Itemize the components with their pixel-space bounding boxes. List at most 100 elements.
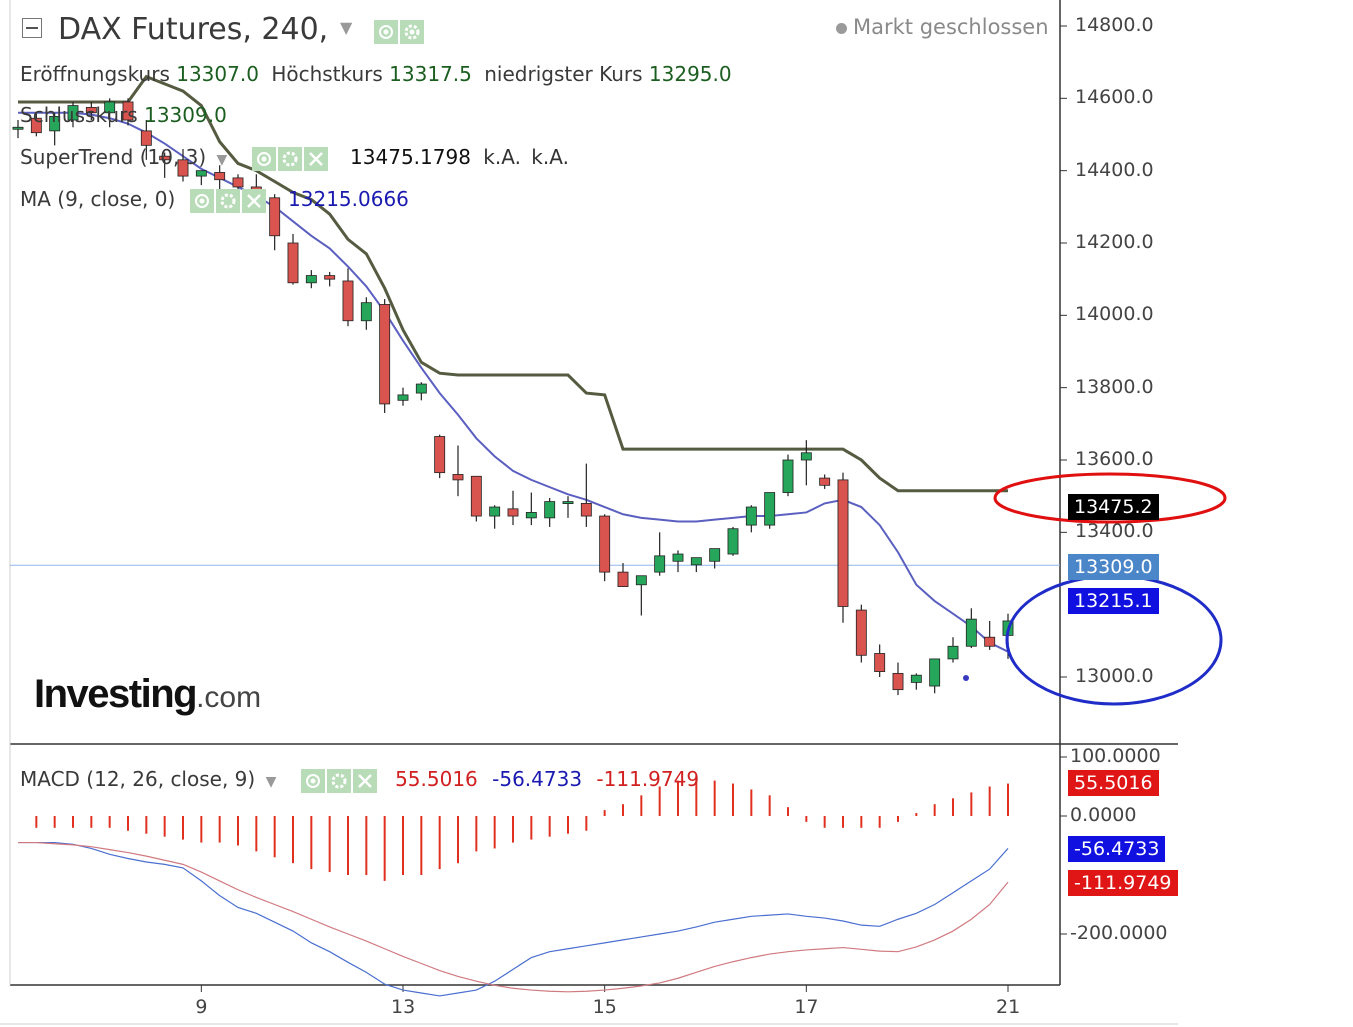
- high-label: Höchstkurs: [271, 62, 383, 86]
- candle-body: [672, 553, 684, 562]
- candle-body: [599, 515, 611, 573]
- supertrend-close-icon[interactable]: [303, 146, 328, 171]
- candle: [415, 382, 427, 401]
- low-label: niedrigster Kurs: [484, 62, 643, 86]
- candle-body: [929, 658, 941, 687]
- logo-suffix: .com: [196, 681, 262, 714]
- macd-eye-icon[interactable]: [300, 768, 325, 793]
- candle-body: [122, 101, 134, 121]
- candle-body: [690, 557, 702, 566]
- price-tick-label: 14000.0: [1075, 303, 1154, 326]
- candle-body: [214, 172, 226, 181]
- candle-body: [360, 302, 372, 322]
- high-value: 13317.5: [389, 62, 472, 86]
- candle-body: [727, 528, 739, 555]
- candle-body: [507, 508, 519, 517]
- price-tick-label: 14200.0: [1075, 231, 1154, 253]
- candle-body: [580, 502, 592, 517]
- candle: [12, 120, 24, 139]
- candle: [855, 604, 867, 663]
- candle-body: [67, 105, 79, 121]
- candle-body: [397, 394, 409, 401]
- ma-gear-icon[interactable]: [215, 188, 240, 213]
- macd-close-icon[interactable]: [352, 768, 377, 793]
- price-tick-label: 14400.0: [1075, 158, 1154, 181]
- macd-chevron-down-icon[interactable]: ▼: [265, 774, 277, 790]
- open-label: Eröffnungskurs: [20, 62, 170, 86]
- time-tick-label: 15: [592, 996, 617, 1018]
- candle: [984, 620, 996, 650]
- candle: [544, 497, 556, 527]
- logo-main: Investing: [34, 672, 198, 716]
- candle: [764, 492, 776, 529]
- candle: [195, 170, 207, 186]
- candle: [140, 120, 152, 160]
- candle-body: [892, 672, 904, 691]
- candle-body: [452, 474, 464, 481]
- gear-icon[interactable]: [400, 19, 424, 44]
- candle: [287, 233, 299, 285]
- candle-body: [764, 492, 776, 526]
- candle-body: [305, 275, 317, 284]
- candle-body: [819, 477, 831, 486]
- candle-body: [415, 383, 427, 394]
- time-tick-label: 17: [794, 996, 819, 1018]
- close-label: Schlusskurs: [20, 103, 138, 127]
- candle: [489, 505, 501, 529]
- candle-body: [984, 636, 996, 647]
- candle: [434, 434, 446, 479]
- ohlc-row-1: Eröffnungskurs 13307.0 Höchstkurs 13317.…: [20, 62, 732, 86]
- candle: [177, 148, 189, 182]
- candle-body: [635, 575, 647, 586]
- macd-gear-icon[interactable]: [326, 768, 351, 793]
- chevron-down-icon[interactable]: ▼: [340, 18, 353, 37]
- macd-signal-badge: -111.9749: [1068, 870, 1178, 896]
- time-tick-label: 13: [391, 996, 416, 1018]
- low-value: 13295.0: [648, 62, 732, 86]
- ma-close-icon[interactable]: [241, 188, 266, 213]
- marker-dot: [963, 675, 969, 681]
- macd-hist-badge: 55.5016: [1068, 770, 1159, 796]
- candle-body: [434, 436, 446, 474]
- candle-body: [709, 548, 721, 562]
- supertrend-line: [18, 74, 1008, 493]
- macd-legend: MACD (12, 26, close, 9) ▼ 55.5016 -56.47…: [20, 767, 699, 793]
- supertrend-eye-icon[interactable]: [251, 146, 276, 171]
- candle-body: [965, 618, 977, 647]
- candle: [910, 673, 922, 690]
- candle-body: [269, 197, 281, 237]
- candle: [269, 194, 281, 251]
- candle-body: [470, 475, 482, 517]
- candle: [874, 644, 886, 677]
- candle-body: [30, 117, 42, 134]
- supertrend-extra-2: k.A.: [531, 145, 569, 169]
- candle-body: [379, 304, 391, 405]
- supertrend-label: SuperTrend (10, 3): [20, 145, 207, 169]
- candle-body: [837, 479, 849, 607]
- candle: [305, 270, 317, 289]
- supertrend-extra-1: k.A.: [483, 145, 521, 169]
- candle-body: [85, 106, 97, 114]
- candle-body: [800, 452, 812, 461]
- candle: [745, 505, 757, 533]
- candle: [85, 101, 97, 121]
- ma-eye-icon[interactable]: [189, 188, 214, 213]
- candle-body: [617, 571, 629, 587]
- supertrend-gear-icon[interactable]: [277, 146, 302, 171]
- eye-icon[interactable]: [374, 19, 398, 44]
- macd-buttons: [300, 767, 379, 793]
- candle-body: [525, 512, 537, 519]
- candle: [507, 490, 519, 526]
- candle: [525, 492, 537, 526]
- candle: [800, 440, 812, 486]
- collapse-legend-button[interactable]: [22, 18, 42, 38]
- ma-value: 13215.0666: [288, 187, 409, 211]
- time-tick-label: 21: [996, 996, 1021, 1018]
- candle-body: [910, 674, 922, 683]
- candle-body: [745, 506, 757, 526]
- symbol-title: DAX Futures, 240,: [58, 12, 329, 47]
- price-tick-label: 13600.0: [1075, 448, 1154, 470]
- supertrend-chevron-down-icon[interactable]: ▼: [216, 152, 228, 168]
- candle: [342, 268, 354, 327]
